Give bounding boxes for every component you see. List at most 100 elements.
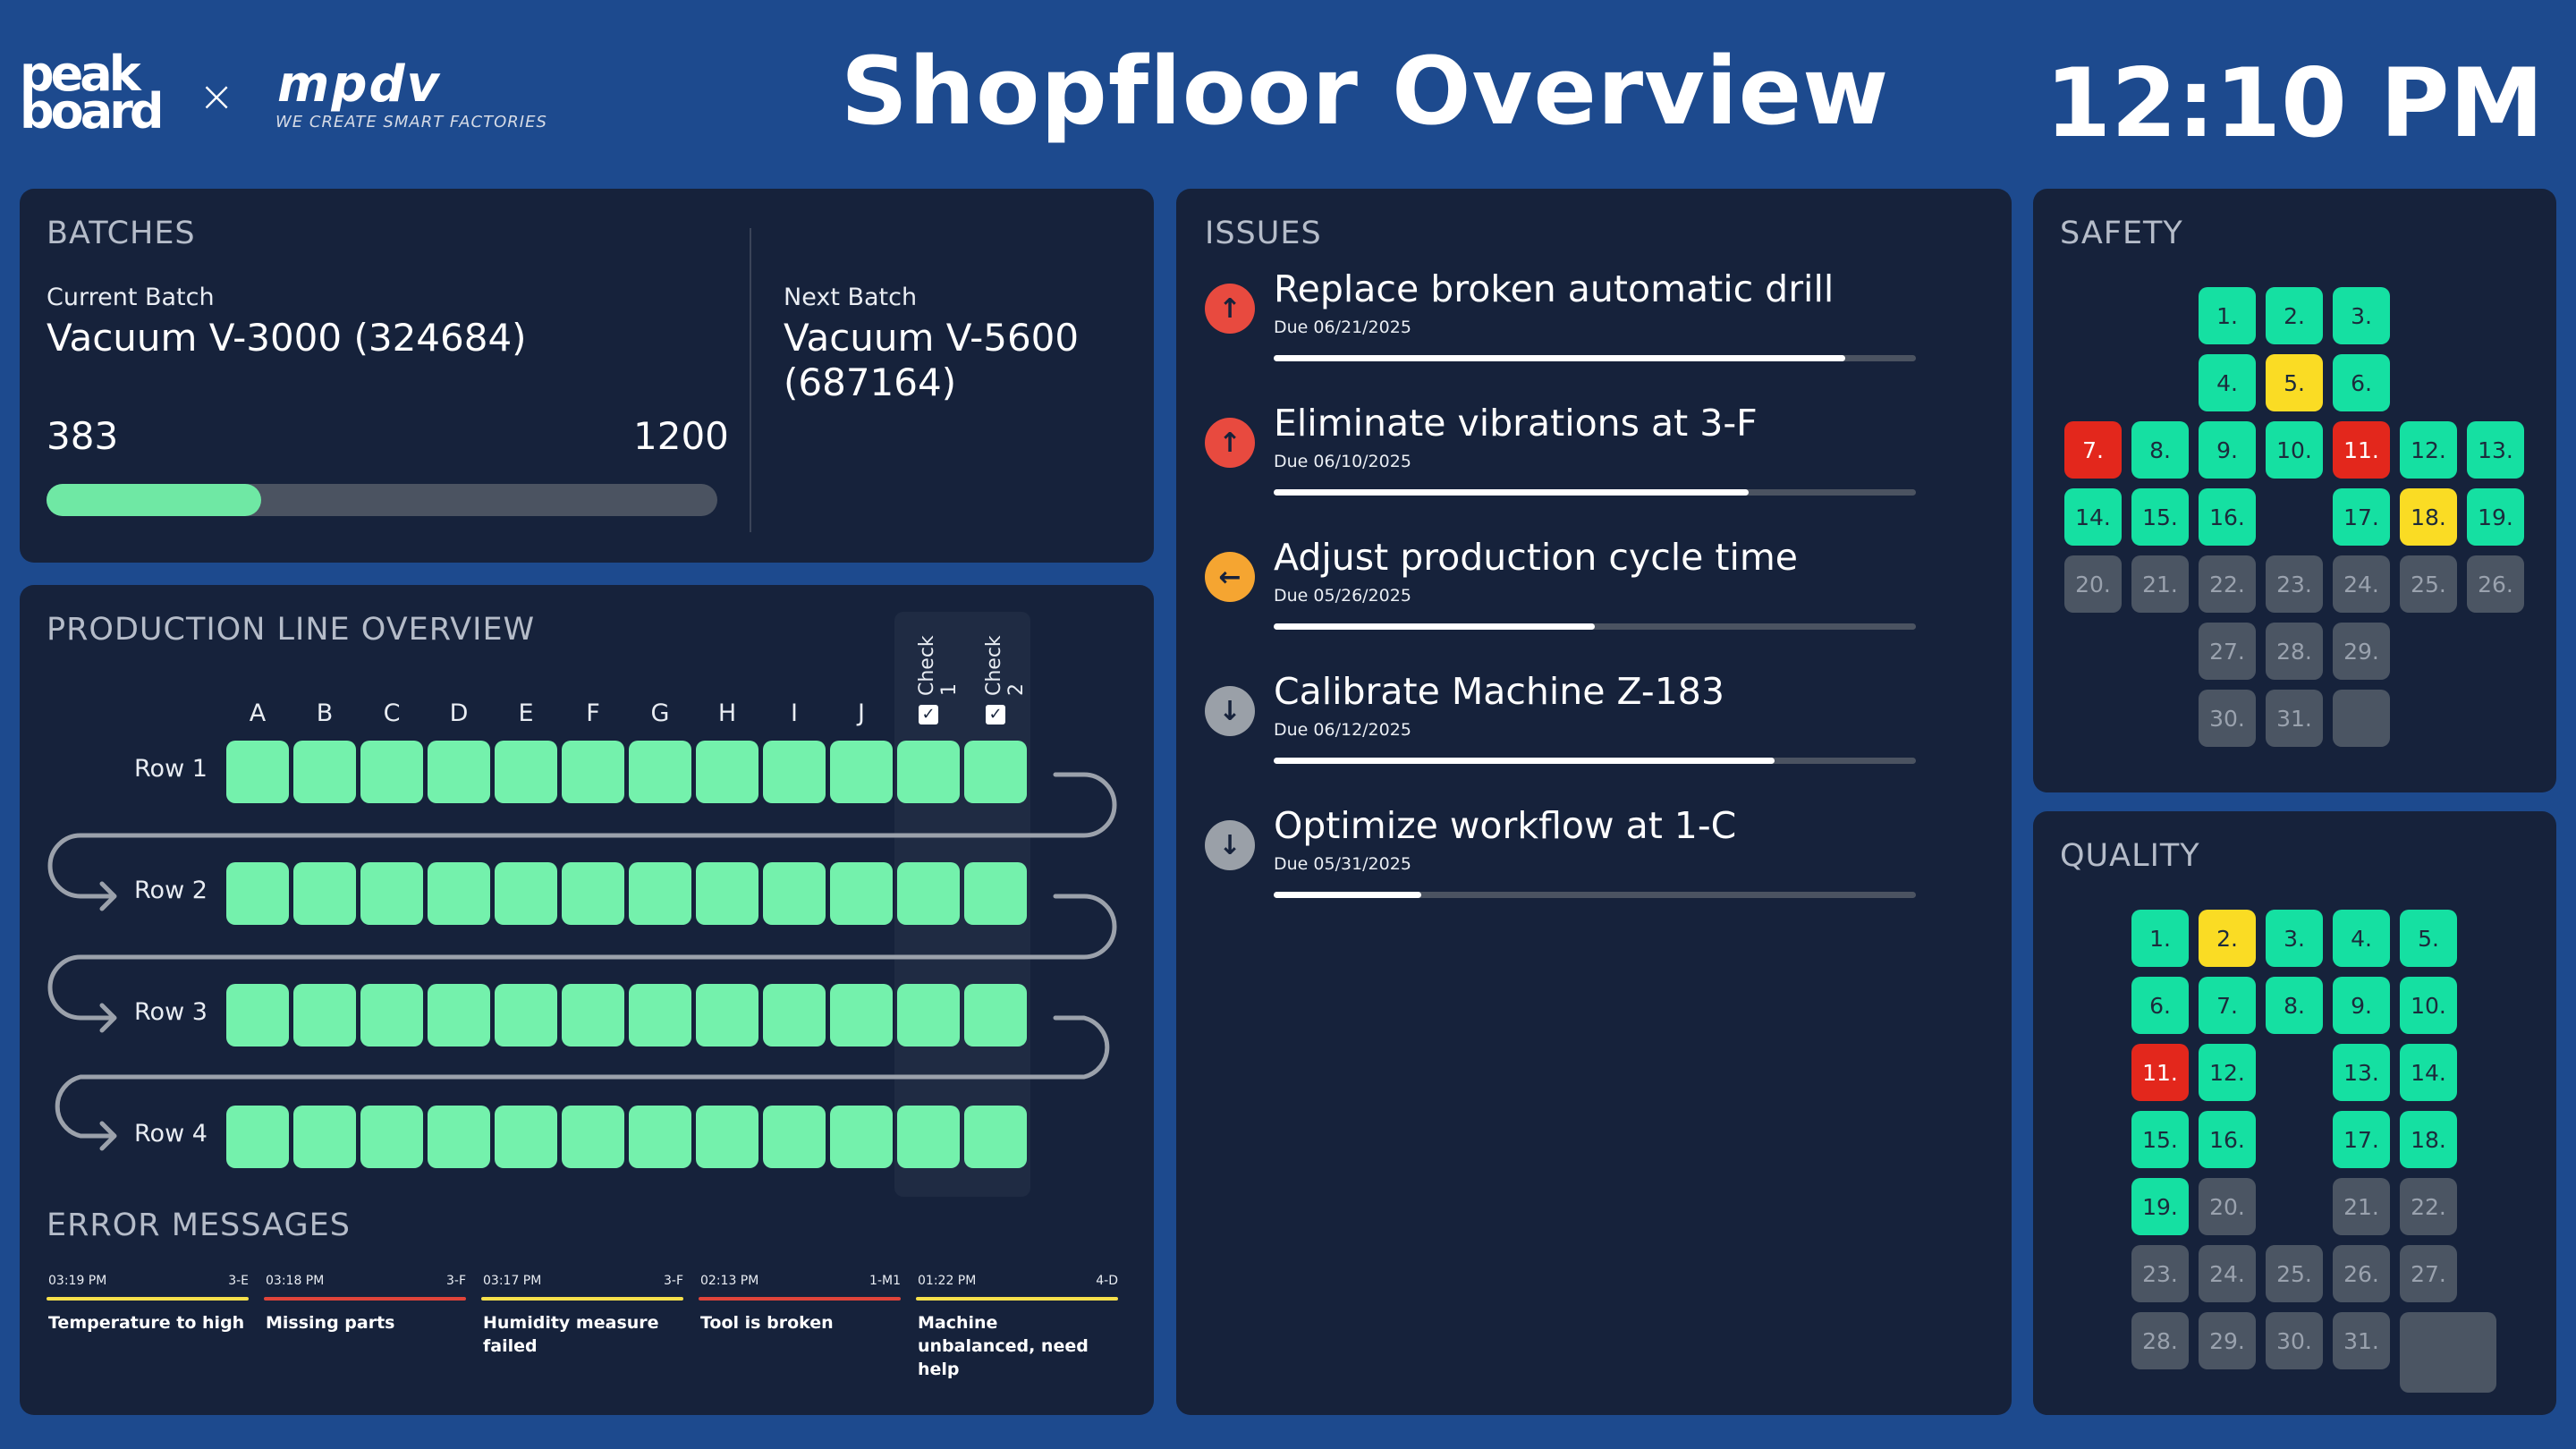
station-cell[interactable] — [696, 741, 758, 803]
station-cell[interactable] — [226, 741, 289, 803]
station-cell[interactable] — [629, 741, 691, 803]
day-cell[interactable]: 11. — [2131, 1044, 2189, 1101]
station-cell[interactable] — [763, 1106, 826, 1168]
station-cell[interactable] — [495, 984, 557, 1046]
station-cell[interactable] — [293, 984, 356, 1046]
station-cell[interactable] — [964, 984, 1027, 1046]
day-cell[interactable]: 15. — [2131, 488, 2189, 546]
day-cell[interactable]: 6. — [2333, 354, 2390, 411]
station-cell[interactable] — [763, 741, 826, 803]
day-cell[interactable]: 16. — [2199, 1111, 2256, 1168]
station-cell[interactable] — [897, 984, 960, 1046]
station-cell[interactable] — [830, 1106, 893, 1168]
day-cell[interactable]: 9. — [2199, 421, 2256, 479]
error-message-item[interactable]: 03:17 PM 3-F Humidity measure failed — [481, 1274, 683, 1372]
station-cell[interactable] — [562, 741, 624, 803]
station-cell[interactable] — [226, 862, 289, 925]
station-cell[interactable] — [763, 984, 826, 1046]
day-cell[interactable]: 26. — [2333, 1245, 2390, 1302]
day-cell[interactable]: 13. — [2333, 1044, 2390, 1101]
day-cell[interactable]: 28. — [2266, 623, 2323, 680]
day-cell[interactable]: 21. — [2333, 1178, 2390, 1235]
day-cell[interactable]: 7. — [2199, 977, 2256, 1034]
station-cell[interactable] — [495, 741, 557, 803]
station-cell[interactable] — [629, 862, 691, 925]
station-cell[interactable] — [897, 741, 960, 803]
station-cell[interactable] — [226, 1106, 289, 1168]
day-cell[interactable] — [2400, 1312, 2496, 1393]
day-cell[interactable]: 12. — [2199, 1044, 2256, 1101]
day-cell[interactable]: 18. — [2400, 488, 2457, 546]
station-cell[interactable] — [293, 1106, 356, 1168]
station-cell[interactable] — [495, 1106, 557, 1168]
error-message-item[interactable]: 03:18 PM 3-F Missing parts — [264, 1274, 466, 1372]
day-cell[interactable]: 22. — [2400, 1178, 2457, 1235]
day-cell[interactable]: 27. — [2400, 1245, 2457, 1302]
day-cell[interactable]: 31. — [2266, 690, 2323, 747]
day-cell[interactable]: 24. — [2199, 1245, 2256, 1302]
station-cell[interactable] — [360, 741, 423, 803]
issue-title[interactable]: Calibrate Machine Z-183 — [1274, 670, 1724, 713]
station-cell[interactable] — [428, 984, 490, 1046]
station-cell[interactable] — [428, 862, 490, 925]
day-cell[interactable]: 29. — [2199, 1312, 2256, 1369]
day-cell[interactable]: 13. — [2467, 421, 2524, 479]
station-cell[interactable] — [897, 1106, 960, 1168]
day-cell[interactable]: 25. — [2266, 1245, 2323, 1302]
day-cell[interactable]: 5. — [2266, 354, 2323, 411]
station-cell[interactable] — [629, 984, 691, 1046]
station-cell[interactable] — [562, 862, 624, 925]
station-cell[interactable] — [830, 741, 893, 803]
day-cell[interactable]: 3. — [2333, 287, 2390, 344]
day-cell[interactable]: 14. — [2064, 488, 2122, 546]
day-cell[interactable]: 9. — [2333, 977, 2390, 1034]
day-cell[interactable]: 28. — [2131, 1312, 2189, 1369]
station-cell[interactable] — [293, 741, 356, 803]
day-cell[interactable]: 19. — [2131, 1178, 2189, 1235]
check-checkbox[interactable]: ✓ — [919, 705, 938, 724]
day-cell[interactable]: 2. — [2199, 910, 2256, 967]
error-message-item[interactable]: 03:19 PM 3-E Temperature to high — [47, 1274, 249, 1372]
day-cell[interactable]: 6. — [2131, 977, 2189, 1034]
station-cell[interactable] — [562, 984, 624, 1046]
station-cell[interactable] — [830, 984, 893, 1046]
day-cell[interactable] — [2333, 690, 2390, 747]
day-cell[interactable]: 22. — [2199, 555, 2256, 613]
day-cell[interactable]: 23. — [2266, 555, 2323, 613]
day-cell[interactable]: 26. — [2467, 555, 2524, 613]
day-cell[interactable]: 16. — [2199, 488, 2256, 546]
day-cell[interactable]: 11. — [2333, 421, 2390, 479]
day-cell[interactable]: 23. — [2131, 1245, 2189, 1302]
day-cell[interactable]: 8. — [2266, 977, 2323, 1034]
day-cell[interactable]: 20. — [2064, 555, 2122, 613]
day-cell[interactable]: 20. — [2199, 1178, 2256, 1235]
station-cell[interactable] — [428, 1106, 490, 1168]
station-cell[interactable] — [360, 1106, 423, 1168]
station-cell[interactable] — [428, 741, 490, 803]
day-cell[interactable]: 7. — [2064, 421, 2122, 479]
station-cell[interactable] — [360, 984, 423, 1046]
station-cell[interactable] — [830, 862, 893, 925]
issue-title[interactable]: Optimize workflow at 1-C — [1274, 804, 1737, 847]
station-cell[interactable] — [360, 862, 423, 925]
day-cell[interactable]: 30. — [2266, 1312, 2323, 1369]
station-cell[interactable] — [964, 862, 1027, 925]
station-cell[interactable] — [293, 862, 356, 925]
station-cell[interactable] — [562, 1106, 624, 1168]
day-cell[interactable]: 3. — [2266, 910, 2323, 967]
station-cell[interactable] — [696, 862, 758, 925]
day-cell[interactable]: 12. — [2400, 421, 2457, 479]
day-cell[interactable]: 21. — [2131, 555, 2189, 613]
day-cell[interactable]: 10. — [2266, 421, 2323, 479]
station-cell[interactable] — [897, 862, 960, 925]
day-cell[interactable]: 5. — [2400, 910, 2457, 967]
day-cell[interactable]: 4. — [2333, 910, 2390, 967]
station-cell[interactable] — [226, 984, 289, 1046]
check-checkbox[interactable]: ✓ — [986, 705, 1005, 724]
day-cell[interactable]: 25. — [2400, 555, 2457, 613]
day-cell[interactable]: 19. — [2467, 488, 2524, 546]
day-cell[interactable]: 4. — [2199, 354, 2256, 411]
day-cell[interactable]: 1. — [2131, 910, 2189, 967]
station-cell[interactable] — [696, 1106, 758, 1168]
issue-title[interactable]: Eliminate vibrations at 3-F — [1274, 402, 1758, 445]
